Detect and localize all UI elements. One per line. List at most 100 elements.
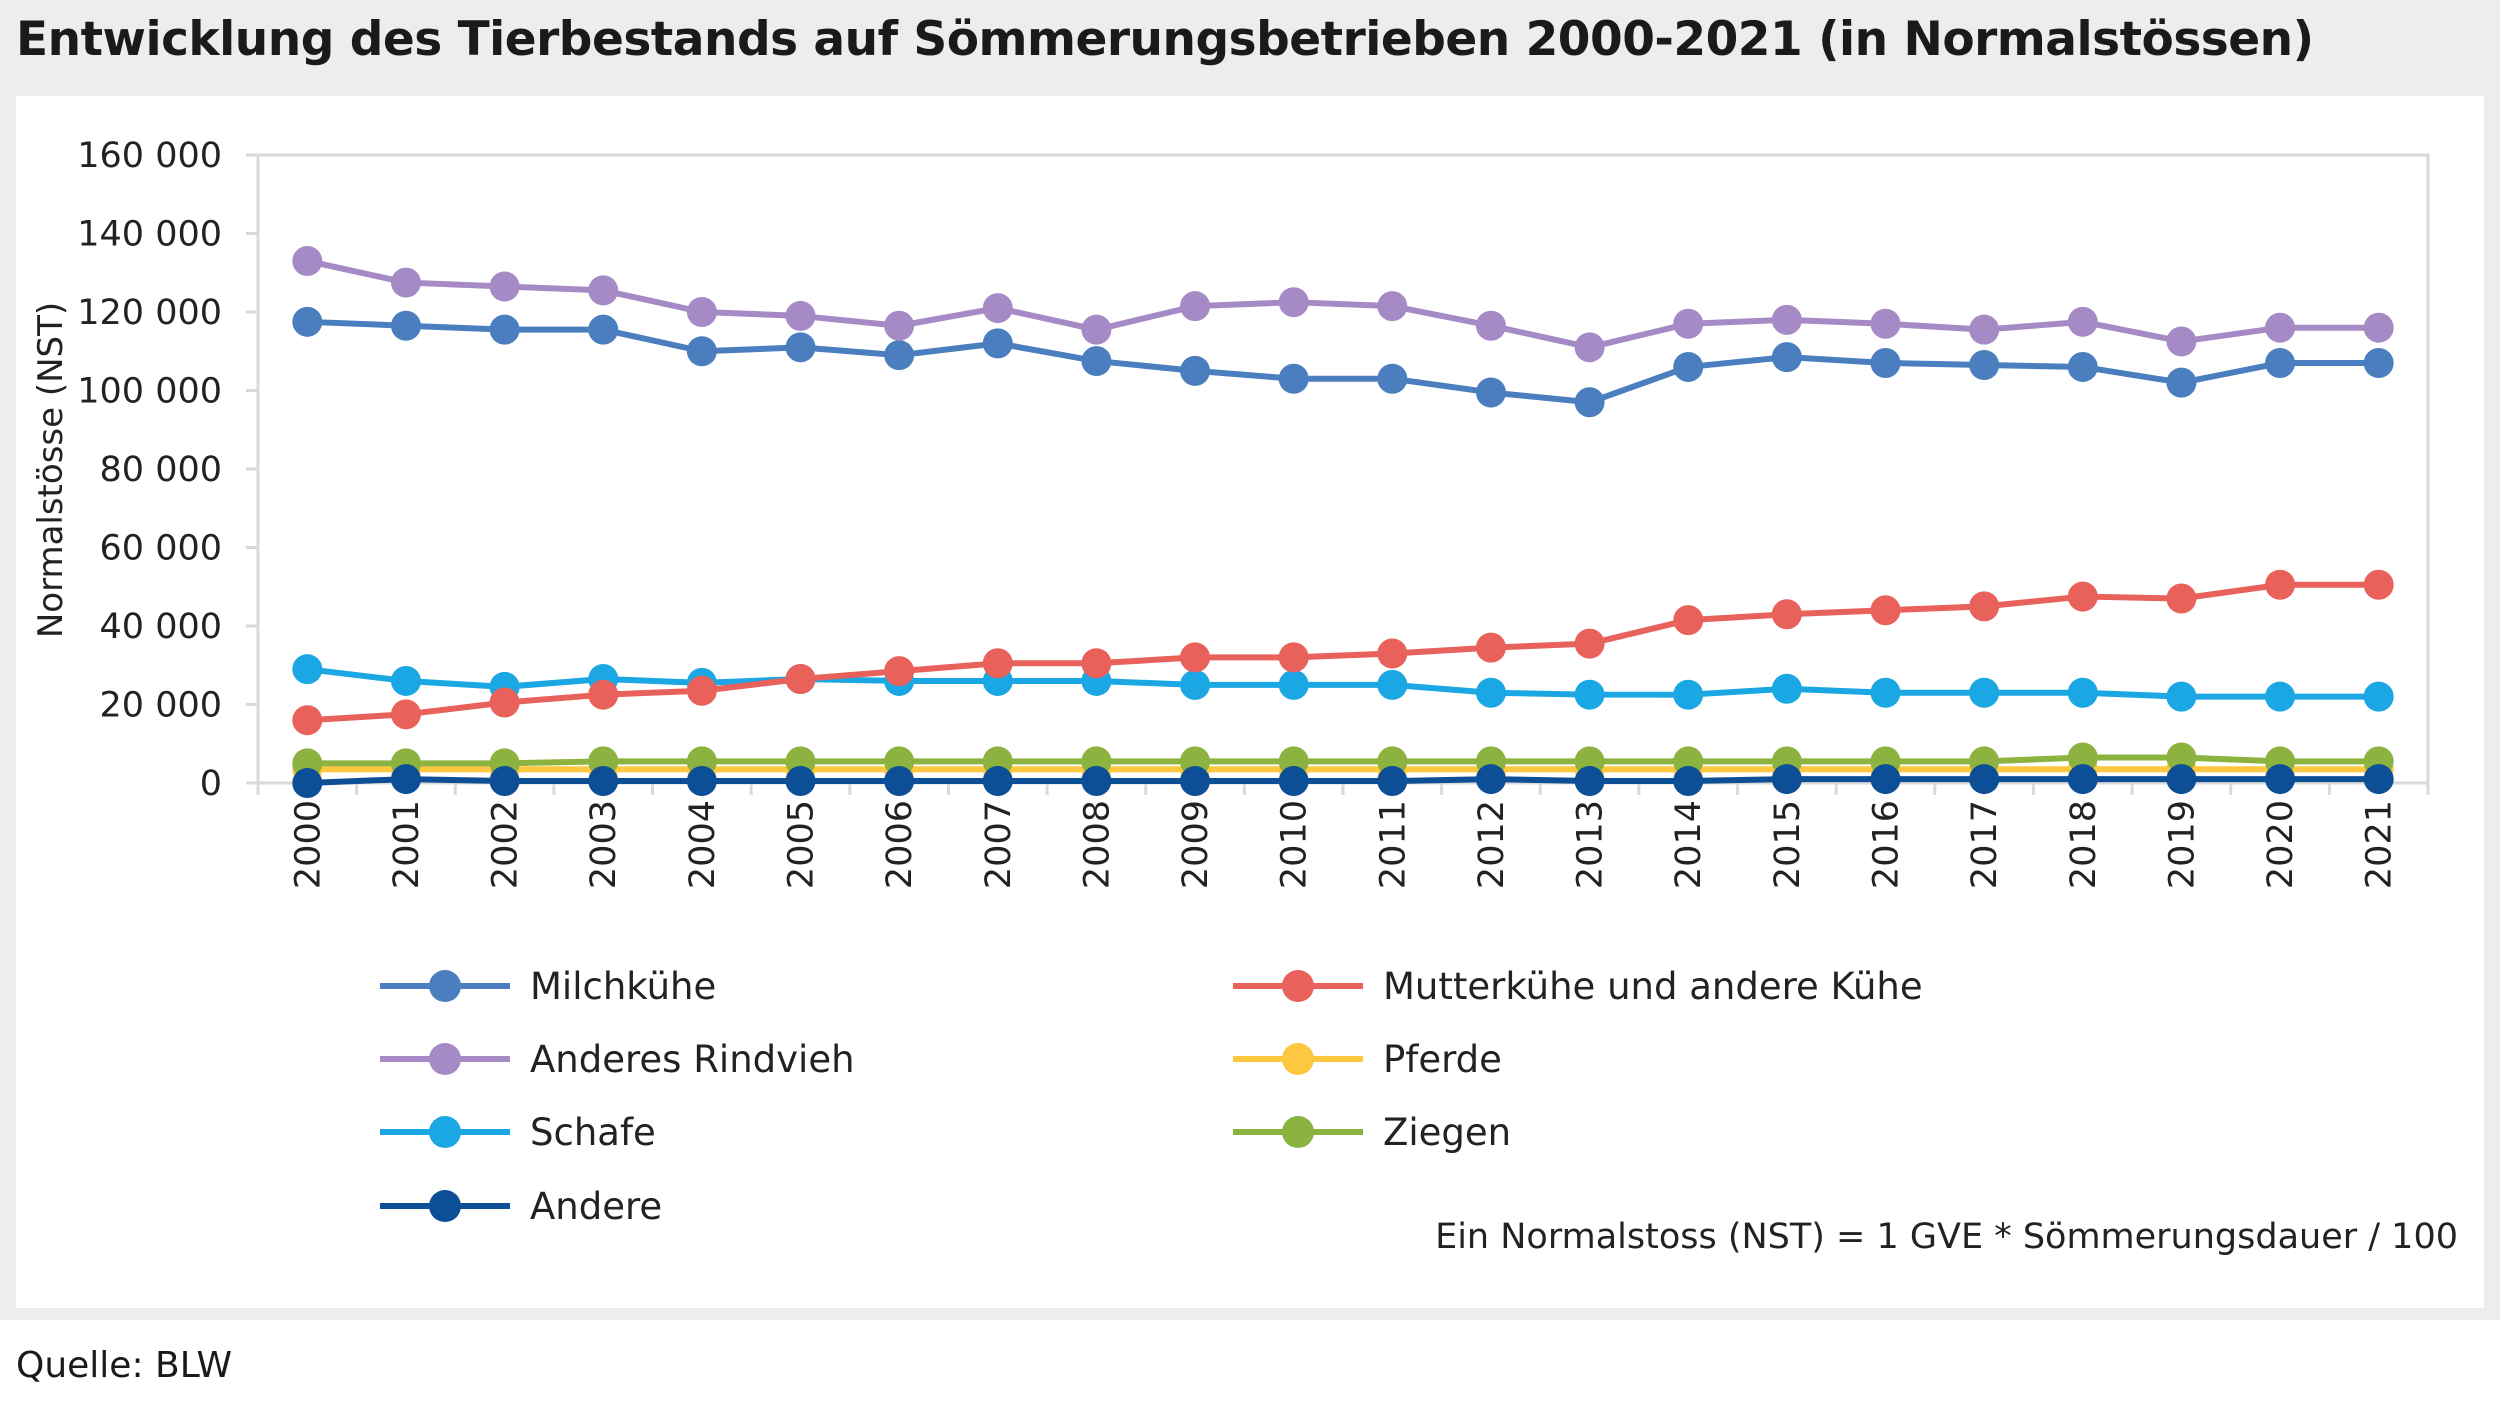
y-tick-label: 60 000: [100, 529, 222, 569]
data-point: [2363, 312, 2394, 343]
data-point: [2067, 351, 2098, 382]
data-point: [1771, 599, 1802, 630]
x-tick-label: 2006: [880, 800, 920, 889]
x-tick-label: 2018: [2064, 800, 2104, 889]
legend-item: Ziegen: [1233, 1111, 1511, 1154]
legend-item: Mutterkühe und andere Kühe: [1233, 965, 1923, 1008]
x-tick-label: 2007: [979, 800, 1019, 889]
data-point: [1969, 677, 2000, 708]
data-point: [1475, 377, 1506, 408]
x-tick-label: 2009: [1176, 800, 1216, 889]
x-tick-label: 2016: [1867, 800, 1907, 889]
x-tick-label: 2013: [1571, 800, 1611, 889]
data-point: [1278, 363, 1309, 394]
x-tick-label: 2000: [288, 800, 328, 889]
series-line: [306, 666, 2379, 700]
data-point: [785, 300, 816, 331]
data-point: [588, 275, 619, 306]
y-tick-label: 120 000: [77, 293, 222, 333]
data-point: [1870, 764, 1901, 795]
data-point: [1574, 332, 1605, 363]
data-point: [2265, 764, 2296, 795]
data-point: [1278, 766, 1309, 797]
data-point: [2067, 581, 2098, 612]
x-tick-label: 2019: [2162, 800, 2202, 889]
data-point: [785, 766, 816, 797]
series-0: [292, 306, 2394, 418]
y-tick-label: 80 000: [100, 450, 222, 490]
legend-label: Pferde: [1383, 1038, 1502, 1081]
series-line: [307, 776, 2379, 786]
legend-marker: [1282, 1043, 1314, 1075]
series-4: [292, 654, 2394, 712]
data-point: [1771, 673, 1802, 704]
data-point: [2166, 764, 2197, 795]
x-tick-label: 2008: [1077, 800, 1117, 889]
y-axis-label: Normalstösse (NST): [31, 302, 71, 638]
x-tick-label: 2003: [584, 800, 624, 889]
data-point: [588, 314, 619, 345]
data-point: [1377, 638, 1408, 669]
legend-item: Anderes Rindvieh: [380, 1038, 855, 1081]
data-point: [1969, 349, 2000, 380]
data-point: [1574, 387, 1605, 418]
y-tick-label: 20 000: [100, 686, 222, 726]
data-point: [686, 766, 717, 797]
series-1: [292, 569, 2394, 736]
legend-label: Andere: [530, 1185, 662, 1228]
data-point: [884, 310, 915, 341]
legend-marker: [429, 1043, 461, 1075]
data-point: [982, 293, 1013, 324]
y-tick-label: 0: [200, 764, 222, 804]
data-point: [2363, 681, 2394, 712]
data-point: [1377, 766, 1408, 797]
x-tick-label: 2020: [2261, 800, 2301, 889]
data-point: [2166, 681, 2197, 712]
data-point: [390, 310, 421, 341]
legend-marker: [429, 970, 461, 1002]
data-point: [489, 687, 520, 718]
data-point: [292, 768, 323, 798]
data-point: [1475, 677, 1506, 708]
data-point: [2166, 326, 2197, 357]
data-point: [1377, 363, 1408, 394]
data-point: [1969, 314, 2000, 345]
legend-item: Milchkühe: [380, 965, 716, 1008]
x-tick-label: 2021: [2360, 800, 2400, 889]
data-point: [1081, 314, 1112, 345]
x-tick-label: 2012: [1472, 800, 1512, 889]
data-point: [1180, 355, 1211, 386]
x-tick-label: 2015: [1768, 800, 1808, 889]
source-label: Quelle: BLW: [16, 1345, 233, 1386]
data-point: [390, 764, 421, 795]
data-point: [884, 656, 915, 687]
data-point: [1574, 679, 1605, 710]
series-layer: [292, 245, 2394, 798]
data-point: [489, 314, 520, 345]
chart-title: Entwicklung des Tierbestands auf Sömmeru…: [16, 12, 2314, 67]
data-point: [982, 766, 1013, 797]
data-point: [1081, 648, 1112, 679]
legend-label: Mutterkühe und andere Kühe: [1383, 965, 1923, 1008]
data-point: [2265, 348, 2296, 379]
data-point: [1180, 766, 1211, 797]
data-point: [1278, 669, 1309, 700]
data-point: [2363, 569, 2394, 600]
data-point: [2265, 569, 2296, 600]
data-point: [292, 245, 323, 276]
data-point: [292, 705, 323, 736]
x-tick-label: 2005: [782, 800, 822, 889]
series-6: [292, 764, 2394, 798]
line-chart: 0 20 000 40 000 60 000 80 000 100 000 120 000 1…: [31, 136, 2458, 1257]
data-point: [686, 297, 717, 327]
data-point: [884, 340, 915, 371]
data-point: [1771, 764, 1802, 795]
data-point: [1475, 310, 1506, 341]
data-point: [390, 665, 421, 696]
x-tick-label: 2004: [683, 800, 723, 889]
data-point: [1574, 766, 1605, 797]
data-point: [2265, 681, 2296, 712]
data-point: [1673, 679, 1704, 710]
data-point: [1969, 764, 2000, 795]
legend-marker: [429, 1116, 461, 1148]
